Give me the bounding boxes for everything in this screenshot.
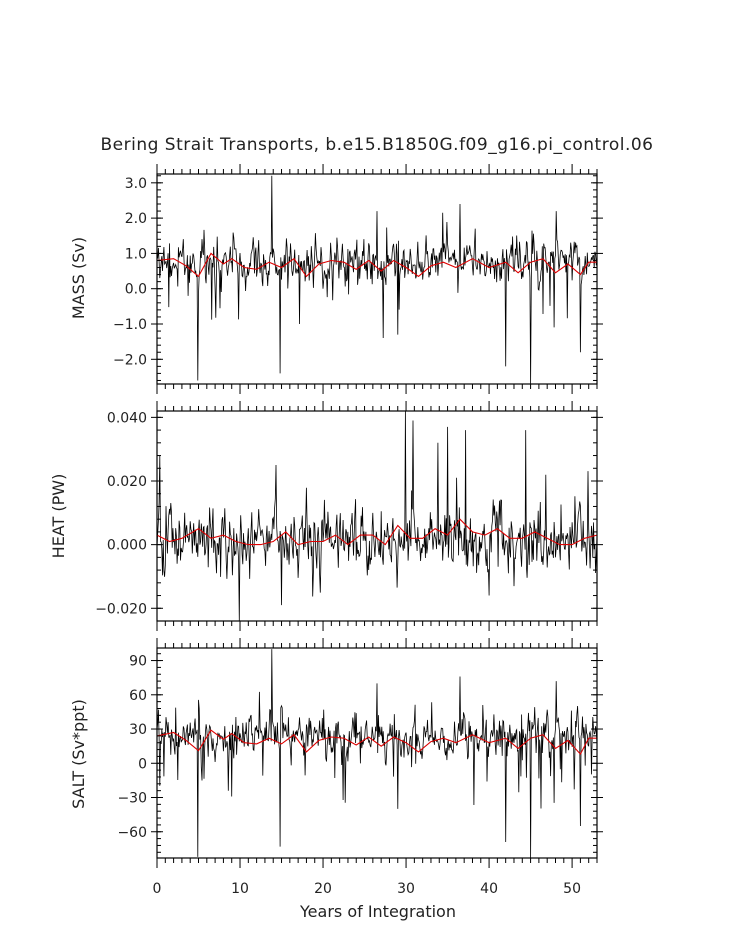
salt-y-axis-label: SALT (Sv*ppt) (69, 699, 88, 809)
mass-y-tick-label: 3.0 (125, 176, 147, 192)
chart-title: Bering Strait Transports, b.e15.B1850G.f… (100, 135, 653, 155)
x-tick-label: 0 (153, 881, 162, 897)
heat-panel: HEAT (PW) 0.040 0.020 0.000 −0.020 (49, 401, 603, 631)
x-tick-label: 20 (314, 881, 332, 897)
mass-y-axis-label: MASS (Sv) (69, 237, 88, 319)
heat-y-tick-label: 0.040 (107, 410, 147, 426)
salt-y-tick-label: −60 (117, 825, 147, 841)
heat-y-tick-label: 0.020 (107, 474, 147, 490)
heat-y-tick-label: 0.000 (107, 538, 147, 554)
salt-y-tick-label: 90 (129, 654, 147, 670)
heat-smoothed-series-line (157, 518, 597, 546)
x-tick-label: 40 (480, 881, 498, 897)
mass-plot-frame (156, 173, 598, 385)
mass-raw-series-line (157, 175, 597, 384)
x-tick-label: 30 (397, 881, 415, 897)
salt-y-tick-label: 0 (138, 756, 147, 772)
salt-y-tick-label: −30 (117, 791, 147, 807)
mass-y-tick-label: 2.0 (125, 211, 147, 227)
salt-y-tick-label: 60 (129, 688, 147, 704)
salt-y-tick-label: 30 (129, 722, 147, 738)
mass-y-tick-label: −2.0 (113, 352, 147, 368)
mass-panel: MASS (Sv) 3.0 2.0 1.0 0.0 −1.0 −2.0 (69, 164, 603, 394)
x-tick-labels: 0 10 20 30 40 50 (153, 881, 581, 897)
salt-plot-frame (156, 647, 598, 859)
heat-y-tick-label: −0.020 (95, 601, 147, 617)
mass-y-tick-label: 1.0 (125, 246, 147, 262)
salt-smoothed-series-line (157, 729, 597, 756)
mass-smoothed-series-line (157, 252, 597, 278)
x-tick-label: 10 (231, 881, 249, 897)
salt-raw-series-line (157, 649, 597, 858)
x-axis-label: Years of Integration (299, 902, 456, 921)
salt-panel: SALT (Sv*ppt) 90 60 30 0 −30 −60 (69, 638, 603, 868)
heat-y-axis-label: HEAT (PW) (49, 474, 68, 559)
heat-raw-series-line (157, 411, 597, 621)
mass-y-tick-label: 0.0 (125, 282, 147, 298)
x-tick-label: 50 (563, 881, 581, 897)
heat-plot-frame (156, 410, 598, 622)
mass-y-tick-label: −1.0 (113, 317, 147, 333)
